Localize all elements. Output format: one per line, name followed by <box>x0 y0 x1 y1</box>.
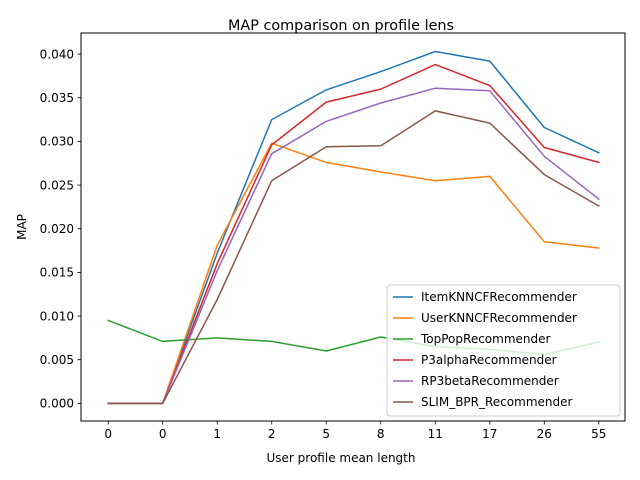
y-tick-label: 0.030 <box>40 135 74 149</box>
x-tick-label: 0 <box>159 427 167 441</box>
series-lines <box>107 50 600 405</box>
y-tick-label: 0.025 <box>40 178 74 192</box>
y-tick-label: 0.020 <box>40 222 74 236</box>
legend-label-slim-bpr-recommender: SLIM_BPR_Recommender <box>421 395 572 409</box>
x-tick-label: 11 <box>428 427 443 441</box>
legend-label-rp3betarecommender: RP3betaRecommender <box>421 374 559 388</box>
x-tick-label: 1 <box>213 427 221 441</box>
x-axis-label: User profile mean length <box>267 451 416 465</box>
y-tick-label: 0.040 <box>40 47 74 61</box>
x-tick-label: 2 <box>268 427 276 441</box>
legend: ItemKNNCFRecommender UserKNNCFRecommender… <box>386 284 621 417</box>
x-tick-label: 5 <box>322 427 330 441</box>
y-axis-label: MAP <box>15 214 29 240</box>
legend-box <box>386 284 621 417</box>
series-line-rp3betarecommender <box>107 87 600 405</box>
series-line-userknncfrecommender <box>107 142 600 405</box>
x-tick-label: 55 <box>591 427 606 441</box>
series-line-itemknncfrecommender <box>107 50 600 405</box>
legend-label-p3alpharecommender: P3alphaRecommender <box>421 353 557 367</box>
y-tick-label: 0.005 <box>40 353 74 367</box>
y-tick-label: 0.000 <box>40 397 74 411</box>
legend-label-toppoprecommender: TopPopRecommender <box>420 332 551 346</box>
y-tick-label: 0.015 <box>40 266 74 280</box>
x-axis: 0 0 1 2 5 8 11 17 26 55 <box>104 421 606 441</box>
legend-label-userknncfrecommender: UserKNNCFRecommender <box>421 311 577 325</box>
y-tick-label: 0.035 <box>40 91 74 105</box>
y-tick-label: 0.010 <box>40 309 74 323</box>
x-tick-label: 8 <box>377 427 385 441</box>
series-line-slim-bpr-recommender <box>107 110 600 405</box>
plot-frame <box>80 32 626 422</box>
chart-title: MAP comparison on profile lens <box>228 18 454 34</box>
series-line-p3alpharecommender <box>107 63 600 405</box>
x-tick-label: 17 <box>482 427 497 441</box>
x-tick-label: 26 <box>537 427 552 441</box>
legend-label-itemknncfrecommender: ItemKNNCFRecommender <box>421 290 577 304</box>
y-axis: 0.000 0.005 0.010 0.015 0.020 0.025 0.030 0.035… <box>40 47 81 411</box>
x-tick-label: 0 <box>104 427 112 441</box>
